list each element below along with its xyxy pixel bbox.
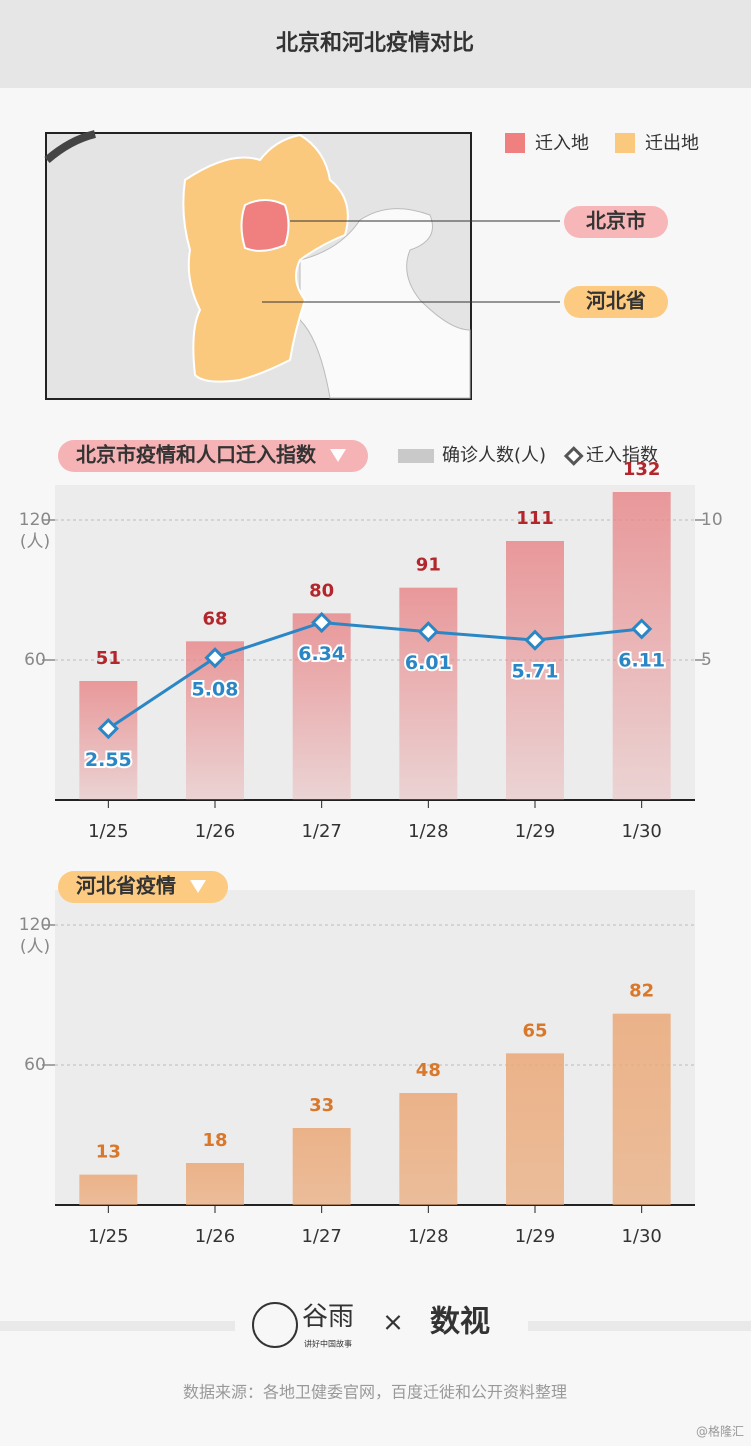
logo-text: 谷雨 [302, 1302, 354, 1332]
sea [299, 208, 471, 399]
logo-cross: × [382, 1308, 404, 1338]
map-label-pill [564, 286, 668, 318]
line-value-label: 6.11 [618, 649, 665, 671]
bar-value-label: 18 [202, 1130, 227, 1151]
legend-swatch [398, 449, 434, 463]
line-marker [97, 717, 119, 740]
chart-title-pill [58, 871, 228, 903]
legend-marker [563, 446, 584, 466]
plot-area [55, 890, 695, 1205]
bar-value-label: 48 [416, 1060, 441, 1081]
bar [186, 1163, 244, 1205]
bar [79, 1174, 138, 1205]
legend-label: 迁入指数 [586, 445, 658, 466]
logo-icon [252, 1302, 298, 1348]
x-tick-label: 1/27 [301, 1226, 341, 1247]
map-label-pill [564, 206, 668, 238]
y-tick-label: 60 [24, 1055, 46, 1075]
bar [506, 1053, 564, 1205]
chart-title: 北京市疫情和人口迁入指数 [76, 443, 317, 467]
bar-value-label: 65 [522, 1020, 547, 1041]
chart-title: 河北省疫情 [76, 874, 176, 898]
dropdown-icon [190, 880, 206, 893]
x-tick-label: 1/30 [621, 1226, 661, 1247]
x-tick-label: 1/25 [88, 821, 128, 842]
line-value-label: 5.08 [192, 678, 239, 700]
bar-value-label: 80 [309, 580, 334, 601]
page-title: 北京和河北疫情对比 [276, 30, 474, 56]
bar-value-label: 111 [516, 508, 554, 529]
y2-tick-label: 10 [701, 510, 723, 530]
logo-text: 数视 [430, 1305, 490, 1340]
x-tick-label: 1/28 [408, 821, 448, 842]
bar [399, 1093, 458, 1205]
bar-value-label: 33 [309, 1095, 334, 1116]
line-marker [204, 647, 226, 669]
y-tick-label: 120 [19, 510, 51, 530]
footer: 谷雨 讲好中国故事 × 数视 数据来源：各地卫健委官网，百度迁徙和公开资料整理 … [0, 1302, 751, 1439]
x-tick-label: 1/28 [408, 1226, 448, 1247]
legend-label: 确诊人数(人) [442, 445, 546, 466]
y-unit: (人) [20, 937, 50, 957]
map [44, 130, 560, 400]
x-tick-label: 1/27 [301, 821, 341, 842]
y-tick-label: 60 [24, 650, 46, 670]
map-border [44, 130, 97, 164]
bar [612, 492, 671, 800]
y2-tick-label: 5 [701, 650, 712, 670]
chart-title-pill [58, 440, 368, 472]
line-marker [631, 618, 653, 640]
bar-value-label: 51 [96, 648, 121, 669]
x-tick-label: 1/25 [88, 1226, 128, 1247]
line-value-label: 5.71 [512, 661, 559, 683]
bar [292, 1128, 351, 1205]
y-unit: (人) [20, 532, 50, 552]
beijing-shape [240, 199, 290, 252]
y-tick-label: 120 [19, 915, 51, 935]
bar-value-label: 13 [96, 1142, 121, 1163]
legend-label: 迁入地 [535, 133, 589, 154]
line-value-label: 6.01 [405, 652, 452, 674]
line-value-label: 2.55 [85, 749, 132, 771]
legend-swatch [615, 133, 635, 153]
hebei-shape [182, 133, 349, 383]
title-bar [0, 0, 751, 88]
line-marker [524, 629, 546, 651]
bar [292, 613, 351, 800]
x-tick-label: 1/30 [621, 821, 661, 842]
bar-value-label: 82 [629, 981, 654, 1002]
bar-value-label: 68 [202, 608, 227, 629]
legend-swatch [505, 133, 525, 153]
line-value-label: 6.34 [298, 643, 345, 665]
bar-value-label: 132 [623, 459, 661, 480]
map-label: 河北省 [586, 289, 646, 313]
line-marker [311, 611, 333, 634]
logo-tagline: 讲好中国故事 [304, 1339, 352, 1349]
plot-area [55, 485, 695, 800]
dropdown-icon [330, 449, 346, 462]
credit: @格隆汇 [696, 1424, 744, 1439]
source-note: 数据来源：各地卫健委官网，百度迁徙和公开资料整理 [183, 1383, 567, 1402]
bar [506, 541, 564, 800]
x-tick-label: 1/26 [195, 1226, 235, 1247]
x-tick-label: 1/26 [195, 821, 235, 842]
x-tick-label: 1/29 [515, 1226, 555, 1247]
x-tick-label: 1/29 [515, 821, 555, 842]
line-marker [417, 621, 439, 643]
bar [79, 681, 138, 800]
legend-label: 迁出地 [645, 133, 699, 154]
bar-value-label: 91 [416, 555, 441, 576]
bar [612, 1013, 671, 1205]
line [107, 620, 642, 730]
bar [399, 587, 458, 800]
map-label: 北京市 [586, 209, 646, 233]
